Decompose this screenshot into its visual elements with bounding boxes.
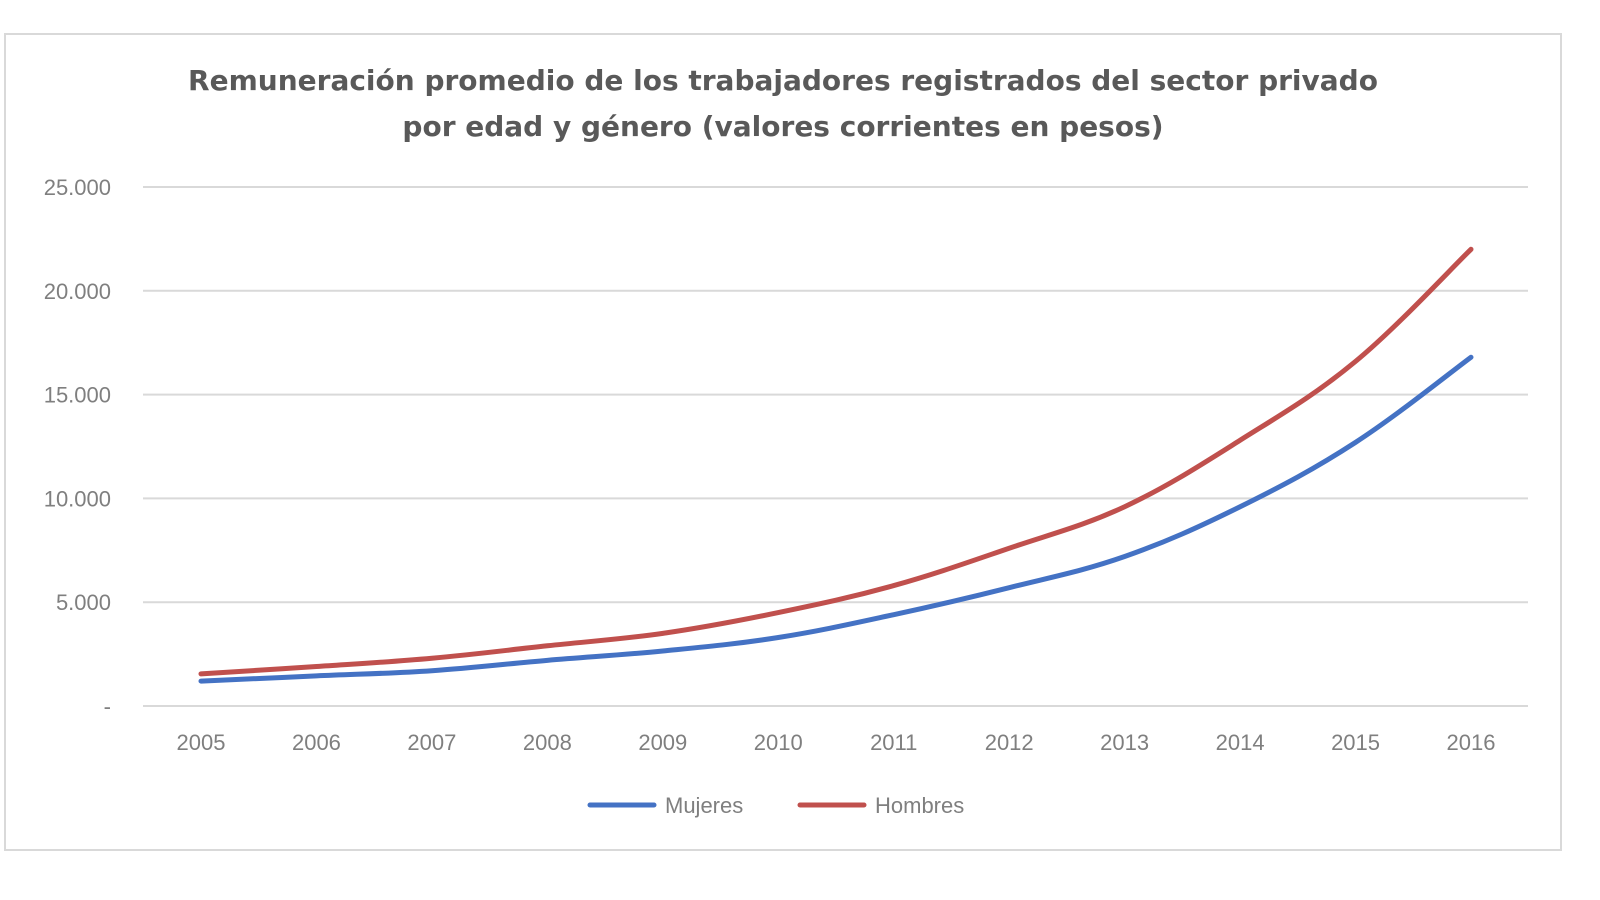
x-tick-label: 2014 xyxy=(1216,730,1265,755)
x-tick-label: 2011 xyxy=(870,730,917,755)
y-tick-label: - xyxy=(104,694,111,719)
x-tick-label: 2015 xyxy=(1331,730,1380,755)
x-tick-label: 2009 xyxy=(638,730,687,755)
y-tick-label: 15.000 xyxy=(44,383,111,408)
chart-title-line-2: por edad y género (valores corrientes en… xyxy=(402,110,1163,143)
x-tick-label: 2005 xyxy=(177,730,226,755)
legend-label-hombres: Hombres xyxy=(875,793,964,818)
legend-label-mujeres: Mujeres xyxy=(665,793,743,818)
x-tick-label: 2008 xyxy=(523,730,572,755)
series-line-mujeres xyxy=(198,354,1474,684)
series-lines xyxy=(198,246,1474,684)
legend: Mujeres Hombres xyxy=(587,793,964,818)
series-line-hombres xyxy=(198,246,1474,677)
y-tick-label: 5.000 xyxy=(56,590,111,615)
y-axis-ticks: - 5.000 10.000 15.000 20.000 25.000 xyxy=(44,175,111,719)
y-tick-label: 25.000 xyxy=(44,175,111,200)
x-tick-label: 2006 xyxy=(292,730,341,755)
chart-title-line-1: Remuneración promedio de los trabajadore… xyxy=(188,64,1378,97)
gridlines xyxy=(143,186,1528,707)
x-tick-label: 2010 xyxy=(754,730,803,755)
x-tick-label: 2013 xyxy=(1100,730,1149,755)
y-tick-label: 10.000 xyxy=(44,486,111,511)
x-tick-label: 2016 xyxy=(1447,730,1496,755)
x-tick-label: 2007 xyxy=(407,730,456,755)
y-tick-label: 20.000 xyxy=(44,279,111,304)
x-tick-label: 2012 xyxy=(985,730,1034,755)
x-axis-ticks: 2005 2006 2007 2008 2009 2010 2011 2012 2013 2014… xyxy=(177,730,1496,755)
chart-frame xyxy=(4,33,1562,851)
